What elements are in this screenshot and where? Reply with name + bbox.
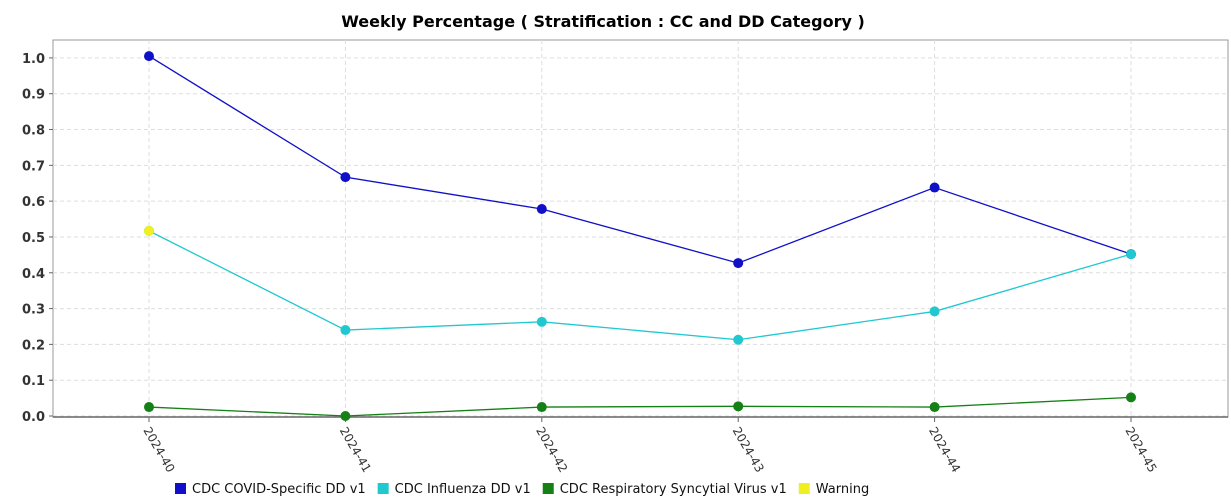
- legend: CDC COVID-Specific DD v1 CDC Influenza DD…: [175, 482, 869, 497]
- data-point: [144, 51, 154, 62]
- data-point: [340, 411, 351, 421]
- data-point: [340, 172, 351, 183]
- y-tick-label: 0.7: [22, 159, 45, 174]
- chart-title: Weekly Percentage ( Stratification : CC …: [341, 12, 865, 31]
- data-point: [929, 182, 940, 193]
- x-tick-label: 2024-43: [730, 425, 767, 475]
- data-point: [536, 402, 547, 413]
- x-tick-label: 2024-45: [1122, 425, 1159, 475]
- data-point: [340, 325, 351, 336]
- x-tick-label: 2024-44: [926, 425, 963, 475]
- legend-swatch: [798, 483, 810, 494]
- y-tick-label: 1.0: [22, 52, 45, 67]
- y-tick-label: 0.1: [22, 374, 45, 389]
- x-axis: 2024-40 2024-41 2024-42 2024-43 2024-44 2024-…: [53, 416, 1228, 475]
- y-tick-label: 0.3: [22, 303, 45, 318]
- data-point: [144, 402, 154, 413]
- warning-point: [144, 225, 154, 236]
- y-tick-label: 0.6: [22, 195, 45, 210]
- data-point: [733, 334, 744, 345]
- data-point: [536, 316, 547, 327]
- series-line: [148, 230, 1132, 341]
- x-tick-label: 2024-42: [533, 425, 570, 475]
- data-point: [733, 258, 744, 269]
- legend-swatch: [377, 483, 389, 494]
- data-point: [733, 401, 744, 412]
- data-point: [929, 402, 940, 413]
- data-point: [1126, 392, 1136, 403]
- series-layer: [144, 51, 1136, 421]
- legend-label: Warning: [816, 482, 869, 497]
- y-tick-label: 0.8: [22, 124, 45, 139]
- legend-label: CDC COVID-Specific DD v1: [192, 482, 366, 497]
- data-point: [929, 306, 940, 317]
- x-tick-label: 2024-41: [337, 425, 374, 475]
- y-tick-label: 0.4: [22, 267, 45, 282]
- legend-label: CDC Influenza DD v1: [395, 482, 531, 497]
- series-line: [148, 396, 1132, 417]
- plot-area: [52, 39, 1229, 418]
- x-tick-label: 2024-40: [140, 425, 177, 475]
- data-point: [536, 204, 547, 215]
- legend-swatch: [175, 483, 186, 494]
- y-tick-label: 0.5: [22, 231, 45, 246]
- legend-swatch: [542, 483, 554, 494]
- y-tick-label: 0.0: [22, 410, 45, 425]
- data-point: [1126, 249, 1136, 260]
- y-axis: 0.0 0.1 0.2 0.3 0.4 0.5 0.6 0.7 0.8 0.9 1.0: [22, 52, 53, 425]
- y-tick-label: 0.2: [22, 338, 45, 353]
- y-tick-label: 0.9: [22, 88, 45, 103]
- series-line: [148, 55, 1132, 264]
- legend-label: CDC Respiratory Syncytial Virus v1: [560, 482, 787, 497]
